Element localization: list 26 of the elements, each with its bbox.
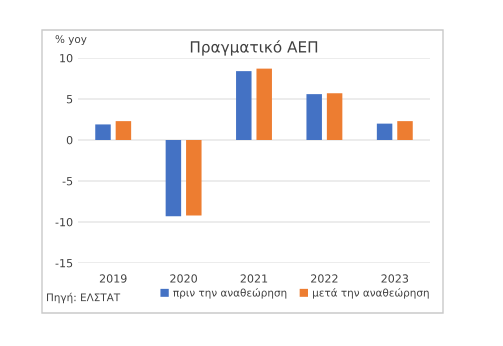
x-tick-label: 2020 <box>170 274 197 283</box>
bar <box>376 124 392 140</box>
bar <box>166 140 182 216</box>
y-tick-label: -5 <box>62 177 72 186</box>
bar <box>326 93 342 140</box>
y-axis-title: % yoy <box>56 35 87 46</box>
text: Πηγή: ΕΛΣΤΑΤ <box>47 292 120 304</box>
x-tick-label: 2023 <box>381 274 408 283</box>
y-tick-label: 0 <box>66 136 72 144</box>
chart-title: Πραγματικό ΑΕΠ <box>190 40 318 56</box>
x-tick-label: 2022 <box>311 274 338 283</box>
bar <box>186 140 202 216</box>
bar <box>306 94 322 140</box>
y-tick-label: 10 <box>60 54 72 62</box>
y-tick-label: -15 <box>56 259 72 268</box>
x-tick-label: 2019 <box>100 274 127 283</box>
legend-label: μετά την αναθεώρηση <box>313 288 429 299</box>
y-tick-label: -10 <box>56 218 72 226</box>
y-tick-label: 5 <box>66 95 72 104</box>
legend-label: πριν την αναθεώρηση <box>173 288 286 299</box>
bar <box>95 124 111 140</box>
bar <box>116 121 132 140</box>
x-tick-label: 2021 <box>240 274 268 283</box>
bar <box>397 121 413 140</box>
bar <box>256 68 272 140</box>
bar <box>236 71 252 140</box>
